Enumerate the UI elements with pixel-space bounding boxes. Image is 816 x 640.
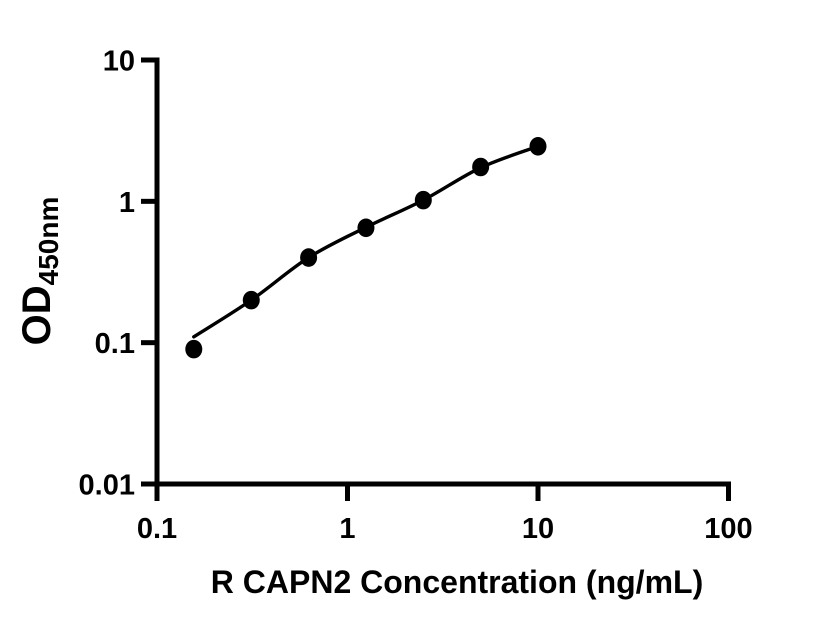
data-point-marker <box>529 137 547 156</box>
data-point-marker <box>300 248 318 267</box>
y-tick-label: 0.01 <box>79 470 135 502</box>
data-point-marker <box>472 157 490 177</box>
fit-curve-line <box>192 144 540 339</box>
data-points <box>185 137 547 359</box>
x-tick-label: 0.1 <box>137 513 177 545</box>
data-point-marker <box>242 290 260 310</box>
data-point-marker <box>357 218 375 238</box>
x-tick-label: 1 <box>339 513 355 545</box>
data-point-marker <box>414 190 432 210</box>
y-tick-label: 0.1 <box>95 328 135 360</box>
y-axis-ticks: 10 1 0.1 0.01 <box>79 46 157 502</box>
y-tick-label: 1 <box>119 187 135 219</box>
x-axis-title: R CAPN2 Concentration (ng/mL) <box>211 564 703 600</box>
y-axis-title: OD450nm <box>15 197 64 346</box>
y-axis-title-sub: 450nm <box>33 197 64 286</box>
x-axis-ticks: 0.1 1 10 100 <box>137 484 753 545</box>
data-point-marker <box>185 339 203 359</box>
x-tick-label: 100 <box>704 513 752 545</box>
y-axis-title-main: OD <box>15 285 59 345</box>
y-tick-label: 10 <box>103 46 135 78</box>
x-tick-label: 10 <box>522 513 554 545</box>
